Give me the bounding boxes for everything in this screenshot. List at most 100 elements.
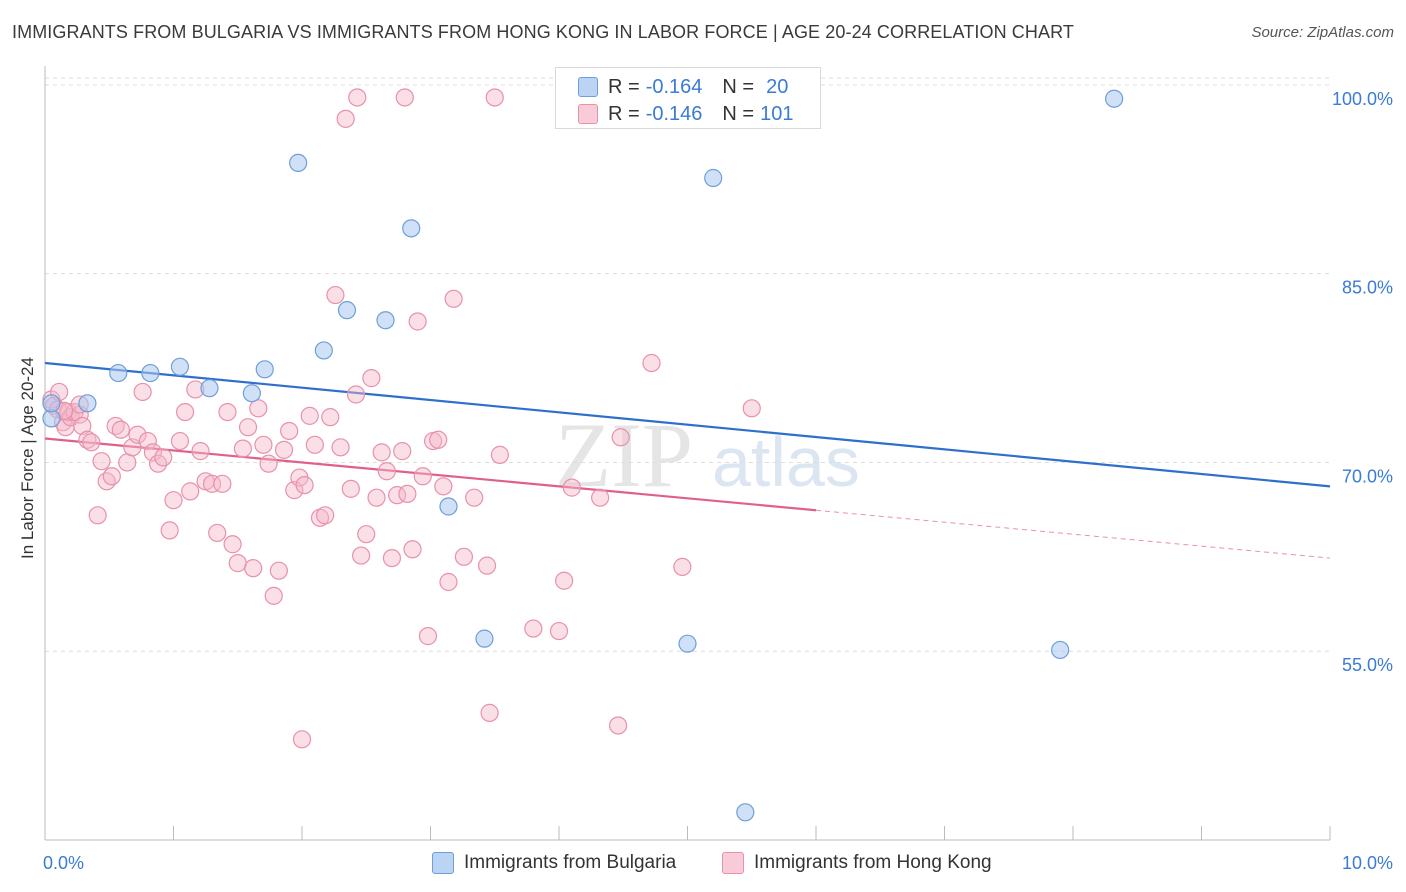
x-tick-label: 10.0% — [1342, 853, 1393, 873]
data-point-hong-kong — [154, 448, 173, 467]
trend-line-hong-kong-extension — [815, 509, 1331, 559]
data-point-hong-kong — [118, 453, 137, 472]
data-point-hong-kong — [549, 621, 569, 641]
bottom-legend-bulgaria: Immigrants from Bulgaria — [432, 852, 676, 874]
data-point-hong-kong — [346, 385, 366, 404]
data-point-hong-kong — [331, 438, 350, 457]
data-point-hong-kong — [395, 88, 414, 107]
data-point-hong-kong — [393, 442, 412, 461]
data-point-hong-kong — [233, 439, 252, 458]
data-point-hong-kong — [673, 557, 692, 576]
data-point-hong-kong — [170, 431, 190, 451]
data-point-hong-kong — [269, 561, 288, 580]
data-point-hong-kong — [408, 312, 427, 331]
data-point-bulgaria — [439, 497, 458, 516]
data-point-bulgaria — [255, 360, 274, 379]
data-point-bulgaria — [1105, 89, 1124, 108]
data-point-hong-kong — [181, 482, 200, 501]
data-point-bulgaria — [337, 301, 357, 320]
data-point-hong-kong — [480, 703, 499, 722]
data-point-bulgaria — [475, 629, 494, 648]
legend-row-bulgaria: R = -0.164 N = 20 — [578, 75, 788, 99]
data-point-hong-kong — [367, 488, 386, 507]
data-point-hong-kong — [191, 442, 210, 461]
data-point-hong-kong — [244, 559, 263, 578]
legend-r-value: -0.146 — [645, 102, 703, 125]
data-point-hong-kong — [97, 472, 116, 491]
data-point-bulgaria — [42, 394, 61, 413]
data-point-hong-kong — [143, 443, 163, 462]
data-point-hong-kong — [249, 399, 268, 418]
data-point-hong-kong — [223, 535, 242, 554]
data-point-hong-kong — [609, 716, 628, 735]
data-point-hong-kong — [88, 506, 107, 525]
chart-title: IMMIGRANTS FROM BULGARIA VS IMMIGRANTS F… — [12, 22, 1074, 42]
legend-n-value: 20 — [766, 75, 789, 98]
data-point-hong-kong — [524, 619, 543, 638]
y-tick-label: 70.0% — [1342, 466, 1393, 486]
data-point-bulgaria — [170, 357, 190, 376]
data-point-hong-kong — [377, 462, 396, 481]
data-point-hong-kong — [300, 406, 319, 425]
data-point-bulgaria — [200, 379, 219, 398]
data-point-hong-kong — [208, 523, 227, 543]
data-point-bulgaria — [314, 341, 333, 360]
data-point-hong-kong — [591, 488, 610, 507]
legend-n-label: N = — [722, 102, 755, 125]
data-point-bulgaria — [376, 311, 395, 330]
data-point-hong-kong — [555, 571, 574, 590]
data-point-hong-kong — [348, 88, 367, 107]
data-point-hong-kong — [138, 431, 157, 451]
data-point-hong-kong — [642, 353, 661, 373]
data-point-hong-kong — [82, 433, 101, 452]
bottom-legend-hong-kong: Immigrants from Hong Kong — [722, 852, 992, 874]
data-point-hong-kong — [444, 289, 463, 308]
data-point-hong-kong — [175, 402, 195, 422]
tick-labels: 55.0% 70.0% 85.0% 100.0% 0.0% 10.0% — [43, 89, 1393, 873]
legend-n-value: 101 — [760, 102, 794, 125]
legend-box: R = -0.164 N = 20 R = -0.146 N = 101 — [555, 67, 821, 129]
data-point-hong-kong — [413, 467, 432, 486]
bottom-legend-swatch-hong-kong — [722, 852, 744, 874]
legend-swatch-bulgaria — [578, 77, 598, 97]
data-point-hong-kong — [352, 546, 371, 565]
data-point-hong-kong — [164, 491, 183, 510]
legend-swatch-hong-kong — [578, 104, 598, 124]
data-point-hong-kong — [202, 474, 222, 493]
data-point-bulgaria — [1051, 640, 1070, 660]
data-point-hong-kong — [562, 478, 581, 497]
data-point-bulgaria — [678, 634, 697, 653]
data-point-hong-kong — [111, 420, 130, 439]
legend-n-label: N = — [722, 75, 755, 98]
data-point-hong-kong — [218, 402, 237, 422]
data-point-hong-kong — [742, 399, 761, 418]
data-point-hong-kong — [92, 452, 111, 471]
series-hong-kong-points — [42, 88, 761, 749]
data-point-bulgaria — [42, 409, 61, 428]
data-point-hong-kong — [465, 488, 484, 507]
data-point-hong-kong — [133, 382, 152, 402]
data-point-hong-kong — [102, 467, 121, 486]
data-point-hong-kong — [254, 435, 273, 454]
bottom-legend-label-bulgaria: Immigrants from Bulgaria — [464, 852, 677, 873]
data-point-hong-kong — [73, 416, 92, 436]
bottom-legend-swatch-bulgaria — [432, 852, 454, 874]
data-point-bulgaria — [402, 219, 421, 238]
data-point-hong-kong — [382, 548, 402, 568]
data-point-hong-kong — [264, 586, 283, 605]
data-point-bulgaria — [141, 363, 160, 383]
series-bulgaria-points — [42, 89, 1124, 822]
legend-r-label: R = — [608, 102, 640, 125]
data-point-hong-kong — [485, 88, 504, 107]
legend-r-label: R = — [608, 75, 640, 98]
data-point-hong-kong — [336, 109, 355, 128]
legend-r-value: -0.164 — [645, 75, 703, 98]
data-point-hong-kong — [321, 408, 340, 427]
data-point-hong-kong — [213, 474, 232, 493]
y-tick-label: 55.0% — [1342, 655, 1393, 675]
data-point-hong-kong — [362, 369, 381, 388]
legend-row-hong-kong: R = -0.146 N = 101 — [578, 102, 793, 126]
y-tick-label: 85.0% — [1342, 278, 1393, 298]
data-point-hong-kong — [310, 508, 330, 527]
y-tick-label: 100.0% — [1332, 89, 1393, 109]
